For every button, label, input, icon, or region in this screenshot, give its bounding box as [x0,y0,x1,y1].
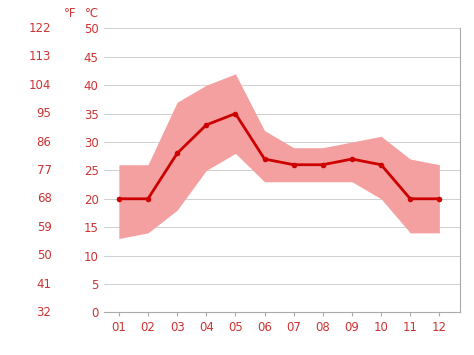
Text: 95: 95 [36,107,52,120]
Text: 59: 59 [36,221,52,234]
Text: 68: 68 [36,192,52,205]
Text: 32: 32 [36,306,52,319]
Point [232,111,239,116]
Point [173,151,181,156]
Point [348,156,356,162]
Point [144,196,152,202]
Text: °F: °F [64,7,76,20]
Point [406,196,414,202]
Point [202,122,210,128]
Text: 50: 50 [37,249,52,262]
Text: 113: 113 [29,50,52,63]
Text: 41: 41 [36,278,52,290]
Point [290,162,298,168]
Text: 122: 122 [29,22,52,35]
Point [377,162,385,168]
Point [115,196,123,202]
Point [261,156,268,162]
Text: 104: 104 [29,79,52,92]
Text: °C: °C [85,7,99,20]
Text: 77: 77 [36,164,52,177]
Point [319,162,327,168]
Text: 86: 86 [36,136,52,148]
Point [436,196,443,202]
